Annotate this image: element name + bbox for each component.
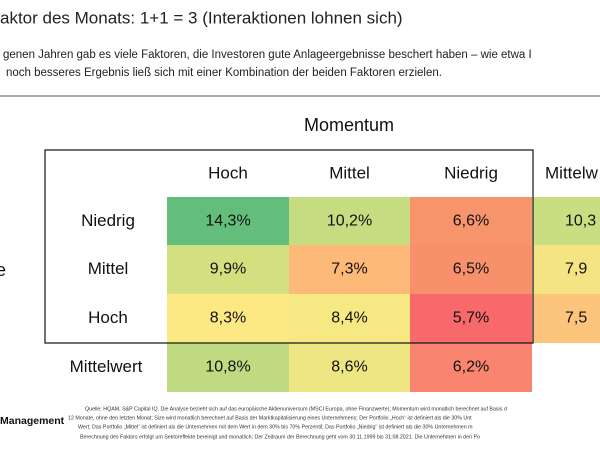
cell-value: 10,3	[565, 213, 596, 230]
heat-cell	[167, 294, 289, 343]
heat-cell	[410, 343, 532, 392]
cell-value: 10,2%	[327, 213, 372, 230]
heat-cell	[289, 343, 410, 392]
heat-cell	[410, 197, 532, 246]
heat-cell	[289, 294, 410, 343]
cell-value: 10,8%	[205, 359, 250, 376]
column-header: Mittel	[329, 163, 370, 182]
cell-value: 8,4%	[331, 310, 367, 327]
cell-value: 6,5%	[453, 261, 489, 278]
heat-cell	[533, 294, 600, 343]
column-header: Hoch	[208, 163, 248, 182]
cell-value: 14,3%	[205, 213, 250, 230]
heat-cell	[167, 245, 289, 294]
brand: Management	[0, 415, 65, 427]
heat-cell	[533, 197, 600, 246]
heat-cell	[410, 245, 532, 294]
heat-cell	[167, 343, 289, 392]
source-line: Quelle: HQAM, S&P Capital IQ. Die Analys…	[85, 406, 507, 412]
column-axis-label: Momentum	[304, 115, 394, 135]
source-line: Wert; Das Portfolio „Mittel“ ist definie…	[78, 424, 473, 430]
slide-title: aktor des Monats: 1+1 = 3 (Interaktionen…	[0, 8, 403, 27]
cell-value: 8,6%	[331, 359, 367, 376]
row-header: Mittel	[88, 259, 129, 278]
column-header: Mittelw	[545, 163, 599, 182]
heat-cell	[289, 197, 410, 246]
row-header: Hoch	[88, 308, 128, 327]
heat-cell	[410, 294, 532, 343]
subtitle-line: noch besseres Ergebnis ließ sich mit ein…	[6, 67, 442, 79]
row-header: Mittelwert	[70, 357, 143, 376]
heat-cell	[167, 197, 289, 246]
table: Hoch Mittel Niedrig Mittelw Niedrig 14,3% 10,2…	[70, 163, 600, 392]
subtitle-line: genen Jahren gab es viele Faktoren, die …	[3, 49, 532, 61]
column-header: Niedrig	[444, 163, 498, 182]
table-frame	[44, 149, 534, 344]
source-line: 12 Monate, ohne den letzten Monat; Size …	[68, 415, 472, 421]
cell-value: 7,5	[565, 310, 587, 327]
heat-cell	[533, 245, 600, 294]
cell-value: 7,9	[565, 261, 587, 278]
cell-value: 7,3%	[331, 261, 367, 278]
cell-value: 9,9%	[210, 261, 246, 278]
cell-value: 8,3%	[210, 310, 246, 327]
cell-value: 6,2%	[453, 359, 489, 376]
row-axis-label: e	[0, 260, 6, 280]
cell-value: 6,6%	[453, 213, 489, 230]
source-line: Berechnung des Faktors erfolgt um Sektor…	[80, 434, 480, 440]
cell-value: 5,7%	[453, 310, 489, 327]
heat-cell	[289, 245, 410, 294]
row-header: Niedrig	[81, 211, 135, 230]
